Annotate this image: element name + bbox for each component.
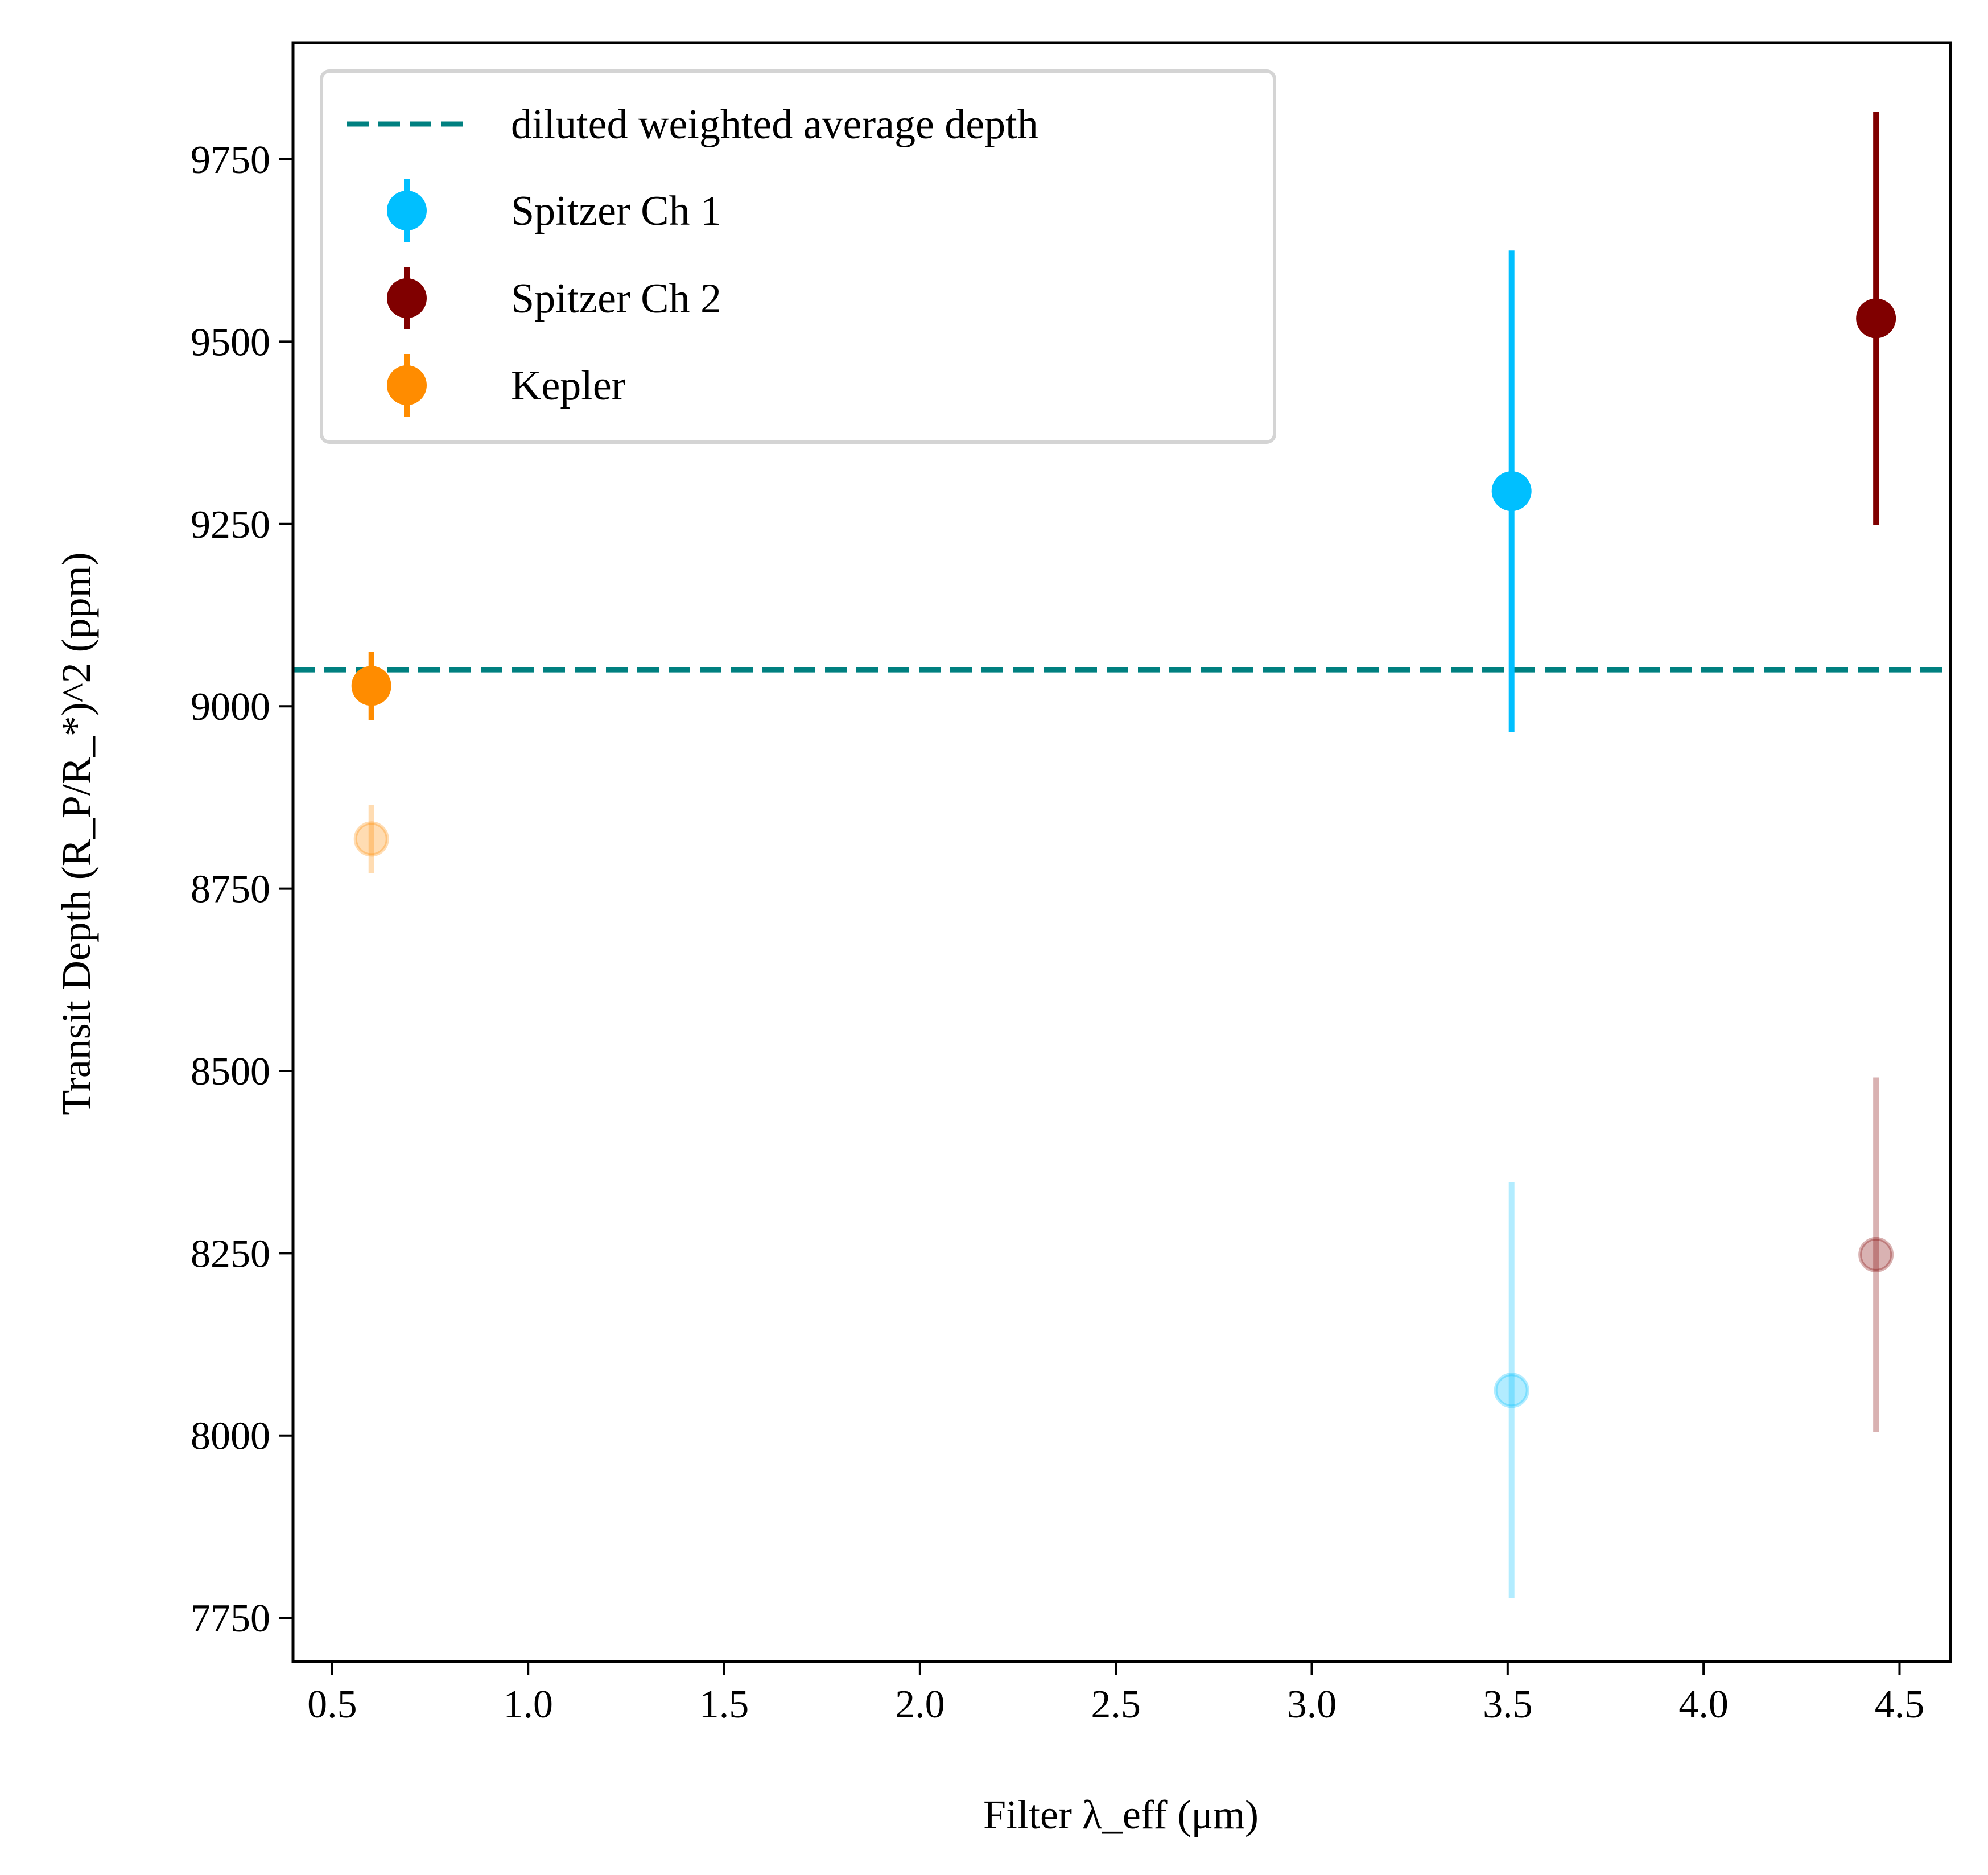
x-tick-label: 0.5 xyxy=(307,1683,357,1726)
legend: diluted weighted average depth Spitzer Ch… xyxy=(320,69,1276,444)
y-axis-label: Transit Depth (R_P/R_*)^2 (ppm) xyxy=(53,552,99,1115)
legend-box xyxy=(320,69,1276,444)
y-tick-label: 8000 xyxy=(191,1415,270,1458)
y-tick-label: 7750 xyxy=(191,1597,270,1641)
data-point-faded xyxy=(1494,1373,1529,1408)
y-tick-label: 8500 xyxy=(191,1050,270,1094)
data-point-faded xyxy=(1858,1237,1894,1272)
x-tick-label: 3.5 xyxy=(1483,1683,1533,1726)
y-tick-label: 8250 xyxy=(191,1232,270,1276)
y-tick-label: 9000 xyxy=(191,685,270,729)
x-tick-label: 4.0 xyxy=(1678,1683,1729,1726)
data-point-faded xyxy=(353,821,389,857)
data-point xyxy=(351,666,391,706)
x-tick-label: 1.5 xyxy=(699,1683,749,1726)
x-tick-label: 2.0 xyxy=(895,1683,945,1726)
axes: 0.5 1.0 1.5 2.0 2.5 3.0 3.5 4.0 4.5 7750 8000 8250 8… xyxy=(191,41,1952,1726)
legend-point-marker xyxy=(387,278,427,318)
legend-label: diluted weighted average depth xyxy=(511,101,1038,148)
x-axis-label: Filter λ_eff (μm) xyxy=(983,1792,1259,1837)
y-tick-label: 8750 xyxy=(191,868,270,912)
legend-label: Kepler xyxy=(511,362,625,409)
legend-point-marker xyxy=(387,365,427,405)
data-point xyxy=(1856,298,1896,339)
y-tick-label: 9500 xyxy=(191,320,270,364)
legend-point-marker xyxy=(387,191,427,230)
legend-label: Spitzer Ch 2 xyxy=(511,275,721,322)
legend-label: Spitzer Ch 1 xyxy=(511,188,721,234)
plot-frame xyxy=(291,41,1952,1663)
x-tick-label: 3.0 xyxy=(1287,1683,1337,1726)
y-tick-label: 9750 xyxy=(191,138,270,182)
y-tick-label: 9250 xyxy=(191,503,270,547)
data-point xyxy=(1491,471,1532,512)
x-tick-label: 4.5 xyxy=(1875,1683,1925,1726)
plot-marks xyxy=(293,112,1950,1598)
x-tick-label: 2.5 xyxy=(1091,1683,1141,1726)
x-tick-label: 1.0 xyxy=(503,1683,553,1726)
